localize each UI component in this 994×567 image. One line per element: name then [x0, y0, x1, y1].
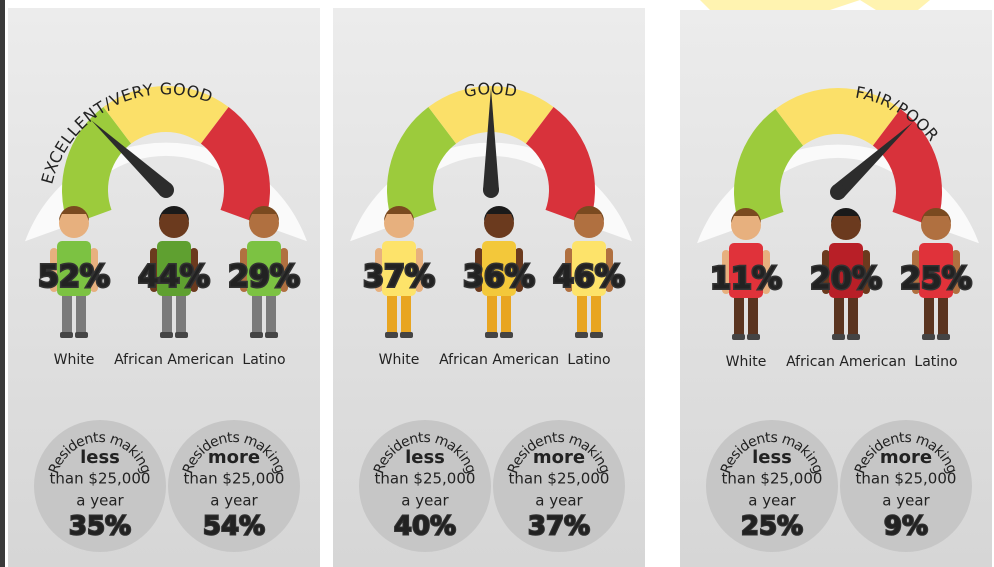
income-emphasis: less [80, 447, 120, 468]
person-shoe [922, 334, 935, 340]
person-leg [834, 295, 844, 335]
group-percent: 29% [228, 260, 300, 295]
needle-hub [483, 182, 499, 198]
person-leg [176, 293, 186, 333]
income-emphasis: less [405, 447, 445, 468]
person-leg [501, 293, 511, 333]
group-percent: 52% [38, 260, 110, 295]
person-shoe [575, 332, 588, 338]
group-percent: 36% [463, 260, 535, 295]
person-leg [938, 295, 948, 335]
person-shoe [75, 332, 88, 338]
person-leg [848, 295, 858, 335]
person-leg [487, 293, 497, 333]
person-shoe [485, 332, 498, 338]
group-percent: 46% [553, 260, 625, 295]
person-leg [924, 295, 934, 335]
income-line: a year [748, 492, 796, 510]
person-leg [734, 295, 744, 335]
income-line: than $25,000 [722, 470, 823, 488]
person-shoe [250, 332, 263, 338]
person-shoe [175, 332, 188, 338]
person-shoe [732, 334, 745, 340]
person-shoe [590, 332, 603, 338]
group-percent: 25% [900, 262, 972, 297]
group-label: White [379, 352, 420, 368]
person-shoe [385, 332, 398, 338]
person-shoe [265, 332, 278, 338]
income-line: a year [535, 492, 583, 510]
group-label: Latino [567, 352, 610, 368]
income-line: a year [76, 492, 124, 510]
income-percent: 35% [69, 512, 131, 542]
person-shoe [500, 332, 513, 338]
income-emphasis: less [752, 447, 792, 468]
left-border [0, 0, 5, 567]
group-label: Latino [242, 352, 285, 368]
person-shoe [400, 332, 413, 338]
income-line: than $25,000 [509, 470, 610, 488]
income-emphasis: more [533, 447, 585, 468]
person-shoe [747, 334, 760, 340]
income-line: than $25,000 [184, 470, 285, 488]
person-shoe [60, 332, 73, 338]
person-leg [62, 293, 72, 333]
income-line: a year [210, 492, 258, 510]
income-percent: 9% [884, 512, 928, 542]
person-shoe [832, 334, 845, 340]
income-percent: 37% [528, 512, 590, 542]
person-leg [748, 295, 758, 335]
person-leg [577, 293, 587, 333]
income-percent: 40% [394, 512, 456, 542]
income-percent: 25% [741, 512, 803, 542]
needle-hub [158, 182, 174, 198]
page: {"panels": [ {"gauge_label": "EXCELLENT/… [0, 0, 994, 567]
income-line: a year [882, 492, 930, 510]
income-line: than $25,000 [856, 470, 957, 488]
income-line: than $25,000 [50, 470, 151, 488]
person-shoe [847, 334, 860, 340]
income-percent: 54% [203, 512, 265, 542]
group-percent: 11% [710, 262, 782, 297]
group-percent: 44% [138, 260, 210, 295]
person-leg [162, 293, 172, 333]
group-label: White [54, 352, 95, 368]
group-label: African American [786, 354, 906, 370]
income-line: a year [401, 492, 449, 510]
group-percent: 20% [810, 262, 882, 297]
person-leg [266, 293, 276, 333]
infographic: EXCELLENT/VERY GOOD52%White44%African Am… [0, 0, 994, 567]
group-label: White [726, 354, 767, 370]
person-leg [591, 293, 601, 333]
group-label: African American [114, 352, 234, 368]
needle-hub [830, 184, 846, 200]
income-line: than $25,000 [375, 470, 476, 488]
income-emphasis: more [208, 447, 260, 468]
person-leg [401, 293, 411, 333]
person-shoe [160, 332, 173, 338]
person-leg [252, 293, 262, 333]
group-percent: 37% [363, 260, 435, 295]
group-label: African American [439, 352, 559, 368]
person-shoe [937, 334, 950, 340]
person-leg [76, 293, 86, 333]
income-emphasis: more [880, 447, 932, 468]
person-leg [387, 293, 397, 333]
group-label: Latino [914, 354, 957, 370]
